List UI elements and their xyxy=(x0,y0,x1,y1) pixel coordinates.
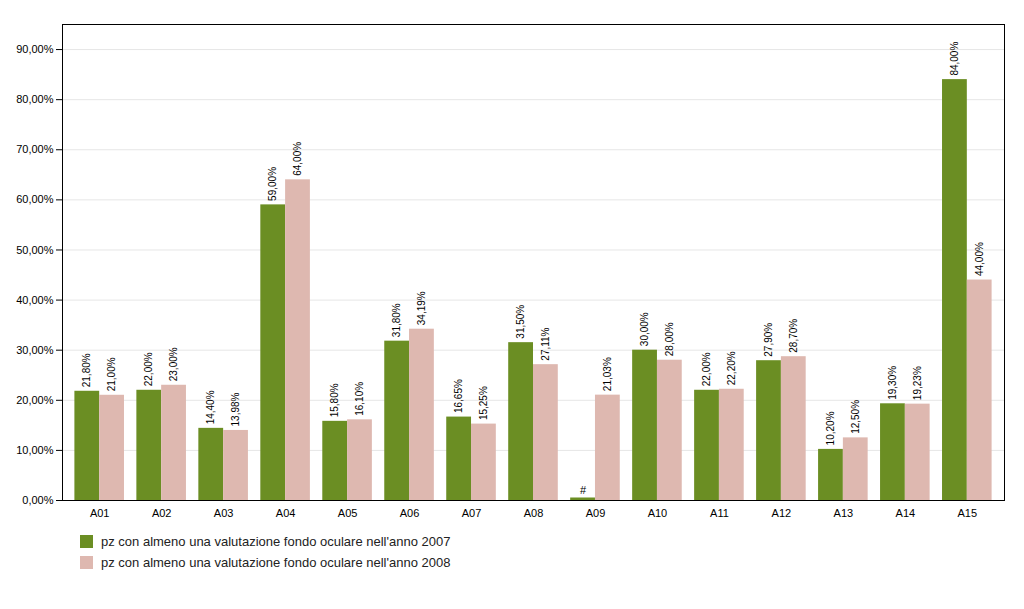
svg-text:40,00%: 40,00% xyxy=(16,294,54,306)
svg-text:64,00%: 64,00% xyxy=(292,142,303,176)
svg-text:16,10%: 16,10% xyxy=(354,382,365,416)
svg-text:30,00%: 30,00% xyxy=(16,344,54,356)
svg-text:13,98%: 13,98% xyxy=(230,392,241,426)
svg-text:A04: A04 xyxy=(276,507,296,519)
svg-text:59,00%: 59,00% xyxy=(267,167,278,201)
svg-text:28,00%: 28,00% xyxy=(664,322,675,356)
svg-text:20,00%: 20,00% xyxy=(16,394,54,406)
svg-text:60,00%: 60,00% xyxy=(16,193,54,205)
svg-text:A03: A03 xyxy=(214,507,234,519)
svg-text:90,00%: 90,00% xyxy=(16,43,54,55)
svg-text:12,50%: 12,50% xyxy=(850,400,861,434)
svg-text:14,40%: 14,40% xyxy=(205,390,216,424)
svg-text:A11: A11 xyxy=(710,507,729,519)
svg-text:A13: A13 xyxy=(834,507,854,519)
svg-text:84,00%: 84,00% xyxy=(949,42,960,76)
html-text:pz con almeno una valutazione: pz con almeno una valutazione fondo ocul… xyxy=(101,555,451,570)
svg-text:16,65%: 16,65% xyxy=(453,379,464,413)
svg-text:22,00%: 22,00% xyxy=(701,352,712,386)
svg-text:21,00%: 21,00% xyxy=(106,357,117,391)
svg-text:34,19%: 34,19% xyxy=(416,291,427,325)
svg-text:28,70%: 28,70% xyxy=(788,319,799,353)
svg-text:15,25%: 15,25% xyxy=(478,386,489,420)
svg-text:15,80%: 15,80% xyxy=(329,383,340,417)
svg-text:22,20%: 22,20% xyxy=(726,351,737,385)
svg-text:10,20%: 10,20% xyxy=(825,411,836,445)
svg-text:A14: A14 xyxy=(896,507,916,519)
html-text:pz con almeno una valutazione: pz con almeno una valutazione fondo ocul… xyxy=(101,534,451,549)
svg-text:A06: A06 xyxy=(400,507,420,519)
svg-text:22,00%: 22,00% xyxy=(143,352,154,386)
svg-text:27,90%: 27,90% xyxy=(763,323,774,357)
svg-text:0,00%: 0,00% xyxy=(22,494,53,506)
svg-text:31,80%: 31,80% xyxy=(391,303,402,337)
svg-text:27,11%: 27,11% xyxy=(540,327,551,360)
svg-text:A01: A01 xyxy=(90,507,110,519)
svg-text:#: # xyxy=(580,484,587,496)
svg-text:21,03%: 21,03% xyxy=(602,357,613,391)
svg-text:70,00%: 70,00% xyxy=(16,143,54,155)
svg-text:19,30%: 19,30% xyxy=(887,366,898,400)
svg-text:A15: A15 xyxy=(958,507,978,519)
svg-text:A08: A08 xyxy=(524,507,544,519)
svg-text:10,00%: 10,00% xyxy=(16,444,54,456)
svg-text:A09: A09 xyxy=(586,507,606,519)
svg-text:23,00%: 23,00% xyxy=(168,347,179,381)
svg-text:19,23%: 19,23% xyxy=(912,366,923,400)
svg-text:21,80%: 21,80% xyxy=(81,353,92,387)
svg-text:80,00%: 80,00% xyxy=(16,93,54,105)
svg-text:50,00%: 50,00% xyxy=(16,243,54,255)
svg-text:A10: A10 xyxy=(648,507,668,519)
svg-text:30,00%: 30,00% xyxy=(639,312,650,346)
svg-text:A12: A12 xyxy=(772,507,792,519)
svg-text:31,50%: 31,50% xyxy=(515,305,526,339)
svg-text:A05: A05 xyxy=(338,507,358,519)
svg-text:A07: A07 xyxy=(462,507,482,519)
svg-text:44,00%: 44,00% xyxy=(974,242,985,276)
svg-text:A02: A02 xyxy=(152,507,172,519)
